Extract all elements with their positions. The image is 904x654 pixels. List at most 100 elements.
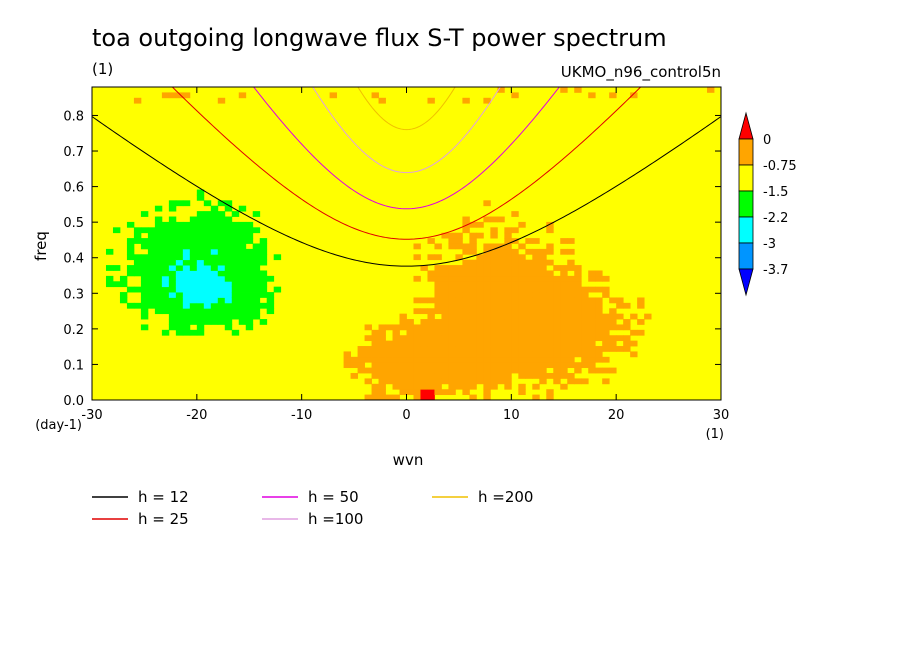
field-cell — [266, 308, 275, 315]
field-cell — [427, 324, 435, 331]
field-cell — [567, 259, 575, 266]
field-cell — [385, 367, 393, 374]
field-cell — [490, 329, 498, 336]
field-cell — [504, 356, 512, 363]
field-cell — [154, 308, 163, 315]
field-cell — [154, 205, 163, 212]
field-cell — [525, 362, 533, 369]
field-cell — [441, 389, 449, 396]
field-cell — [147, 248, 156, 255]
field-cell — [196, 211, 205, 217]
field-cell — [595, 324, 603, 331]
field-cell — [434, 356, 442, 363]
field-cell — [532, 362, 540, 369]
field-cell — [217, 200, 226, 207]
field-cell — [623, 346, 631, 352]
field-cell — [140, 324, 149, 331]
field-cell — [637, 329, 645, 336]
field-cell — [196, 319, 205, 325]
field-cell — [434, 335, 442, 342]
field-cell — [203, 227, 212, 234]
field-cell — [434, 340, 442, 347]
colorbar-label: -3 — [763, 237, 776, 252]
field-cell — [504, 373, 512, 379]
field-cell — [532, 281, 540, 288]
field-cell — [140, 286, 149, 293]
field-cell — [560, 238, 568, 244]
field-cell — [126, 238, 135, 244]
field-cell — [546, 297, 554, 304]
field-cell — [539, 308, 547, 315]
field-cell — [497, 335, 505, 342]
field-cell — [539, 313, 547, 320]
y-tick-label: 0.8 — [63, 109, 84, 124]
field-cell — [147, 302, 156, 309]
field-cell — [518, 389, 526, 396]
field-cell — [231, 297, 240, 304]
field-cell — [483, 97, 491, 104]
field-cell — [399, 356, 407, 363]
field-cell — [420, 335, 428, 342]
field-cell — [462, 362, 470, 369]
field-cell — [560, 265, 568, 271]
field-cell — [371, 92, 379, 99]
field-cell — [497, 356, 505, 363]
field-cell — [532, 254, 540, 261]
field-cell — [525, 259, 533, 266]
field-cell — [224, 200, 233, 207]
field-cell — [413, 378, 421, 385]
field-cell — [574, 286, 582, 293]
field-cell — [560, 292, 568, 298]
field-cell — [574, 346, 582, 352]
field-cell — [462, 270, 470, 277]
field-cell — [154, 265, 163, 271]
field-cell — [441, 232, 449, 239]
field-cell — [161, 270, 170, 277]
field-cell — [434, 346, 442, 352]
field-cell — [147, 238, 156, 244]
field-cell — [140, 243, 149, 250]
field-cell — [413, 373, 421, 379]
field-cell — [203, 200, 212, 207]
field-cell — [189, 238, 198, 244]
y-tick-label: 0.4 — [63, 252, 84, 267]
field-cell — [490, 248, 498, 255]
colorbar-label: 0 — [763, 133, 771, 148]
field-cell — [525, 286, 533, 293]
field-cell — [490, 259, 498, 266]
field-cell — [546, 243, 554, 250]
field-cell — [455, 346, 463, 352]
field-cell — [560, 340, 568, 347]
field-cell — [364, 351, 372, 358]
field-cell — [140, 281, 149, 288]
field-cell — [203, 221, 212, 228]
field-cell — [182, 292, 191, 298]
field-cell — [252, 292, 261, 298]
field-cell — [448, 362, 456, 369]
field-cell — [602, 324, 610, 331]
field-cell — [539, 265, 547, 271]
field-cell — [574, 308, 582, 315]
field-cell — [595, 275, 603, 282]
field-cell — [224, 205, 233, 212]
field-cell — [476, 356, 484, 363]
field-cell — [476, 265, 484, 271]
field-cell — [455, 243, 463, 250]
field-cell — [154, 227, 163, 234]
field-cell — [490, 378, 498, 385]
field-cell — [462, 265, 470, 271]
field-cell — [532, 297, 540, 304]
colorbar-segment — [738, 190, 754, 218]
field-cell — [476, 259, 484, 266]
field-cell — [105, 281, 114, 288]
field-cell — [210, 281, 219, 288]
y-tick-label: 0.6 — [63, 181, 84, 196]
field-cell — [504, 232, 512, 239]
field-cell — [161, 92, 170, 99]
field-cell — [595, 367, 603, 374]
field-cell — [406, 351, 414, 358]
colorbar-label: -2.2 — [763, 211, 788, 226]
field-cell — [154, 286, 163, 293]
field-cell — [525, 270, 533, 277]
field-cell — [504, 292, 512, 298]
